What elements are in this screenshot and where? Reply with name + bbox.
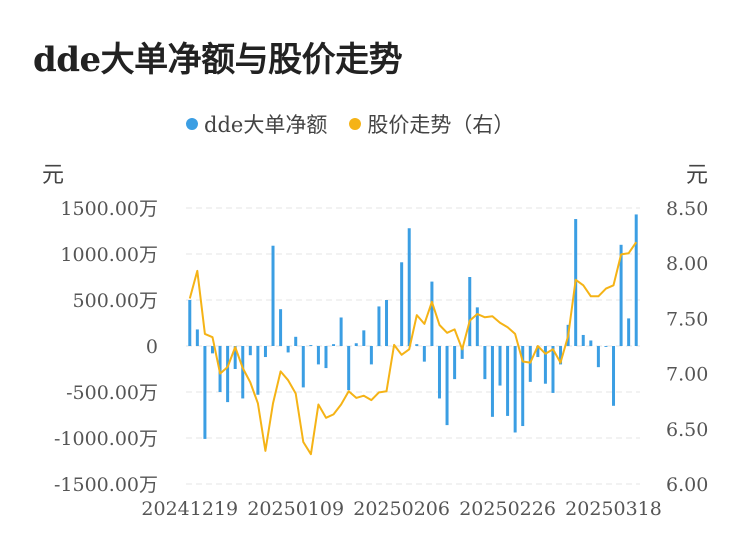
right-axis-unit: 元 — [685, 163, 708, 188]
left-tick-label: -1500.00万 — [54, 474, 158, 496]
bar — [286, 346, 290, 353]
bar — [301, 346, 305, 388]
bar — [248, 346, 252, 356]
bar — [619, 244, 623, 346]
bar — [543, 346, 547, 384]
bar — [316, 346, 320, 365]
bar — [210, 346, 214, 354]
bar — [188, 300, 192, 346]
bar — [453, 346, 457, 380]
bar — [241, 346, 245, 399]
bar — [468, 277, 472, 346]
bar — [627, 318, 631, 346]
bar — [612, 346, 616, 406]
bar — [490, 346, 494, 417]
right-tick-label: 6.50 — [666, 419, 708, 441]
bar — [347, 346, 351, 391]
right-tick-label: 6.00 — [666, 474, 708, 496]
bar — [407, 228, 411, 346]
left-axis-unit: 元 — [42, 163, 65, 188]
bar — [498, 346, 502, 386]
legend-item-bar[interactable]: dde大单净额 — [186, 109, 327, 139]
legend-bar-label: dde大单净额 — [204, 113, 328, 137]
right-tick-label: 7.00 — [666, 364, 708, 386]
bar — [551, 346, 555, 393]
x-tick-label: 20250206 — [353, 498, 450, 520]
left-tick-label: -1000.00万 — [54, 428, 158, 450]
legend-bar-marker — [186, 118, 198, 130]
right-tick-label: 8.00 — [666, 253, 708, 275]
bar — [581, 334, 585, 346]
bar — [437, 346, 441, 399]
bar — [385, 300, 389, 346]
bar — [256, 346, 260, 395]
bar — [294, 336, 298, 346]
legend-item-line[interactable]: 股价走势（右） — [349, 109, 514, 139]
bar — [400, 262, 404, 346]
bar — [528, 346, 532, 382]
bar — [483, 346, 487, 380]
bar — [445, 346, 449, 426]
x-tick-label: 20250226 — [459, 498, 556, 520]
bar — [233, 346, 237, 369]
bar — [309, 345, 313, 346]
bar — [589, 340, 593, 346]
bar — [203, 346, 207, 439]
legend-line-marker — [349, 118, 362, 130]
line-series — [188, 241, 638, 456]
bar — [596, 346, 600, 368]
bar — [536, 346, 540, 358]
bar-series — [188, 214, 638, 439]
bar — [226, 346, 230, 403]
chart-title: dde大单净额与股价走势 — [33, 40, 403, 80]
right-tick-label: 7.50 — [666, 308, 708, 330]
axis-labels: 1500.00万 1000.00万 500.00万 0 -500.00万 -1000.00… — [54, 198, 708, 520]
legend-line-label: 股价走势（右） — [367, 113, 515, 137]
left-tick-label: 1000.00万 — [60, 244, 158, 266]
bar — [521, 346, 525, 427]
legend: dde大单净额 股价走势（右） — [186, 110, 536, 138]
bar — [263, 346, 267, 358]
left-tick-label: 0 — [146, 336, 158, 358]
bar — [559, 346, 563, 365]
bar — [415, 344, 419, 346]
x-tick-label: 20250318 — [565, 498, 662, 520]
bar — [332, 344, 336, 346]
bar — [422, 346, 426, 362]
price-line — [188, 241, 638, 456]
bar — [475, 307, 479, 346]
left-tick-label: 500.00万 — [73, 290, 158, 312]
bar — [279, 309, 283, 346]
bar — [195, 329, 199, 346]
bar — [354, 343, 358, 346]
bar — [271, 245, 275, 346]
bar — [430, 281, 434, 346]
grid-layer — [186, 207, 640, 485]
bar — [369, 346, 373, 365]
bar — [634, 214, 638, 346]
left-tick-label: -500.00万 — [66, 382, 158, 404]
bar — [460, 346, 464, 359]
x-tick-label: 20250109 — [247, 498, 344, 520]
bar — [513, 346, 517, 433]
left-tick-label: 1500.00万 — [60, 198, 158, 220]
x-tick-label: 20241219 — [141, 498, 238, 520]
bar — [377, 306, 381, 346]
bar — [506, 346, 510, 416]
bar — [324, 346, 328, 369]
bar — [604, 346, 608, 347]
right-tick-label: 8.50 — [666, 198, 708, 220]
bar — [362, 330, 366, 346]
bar — [339, 317, 343, 346]
